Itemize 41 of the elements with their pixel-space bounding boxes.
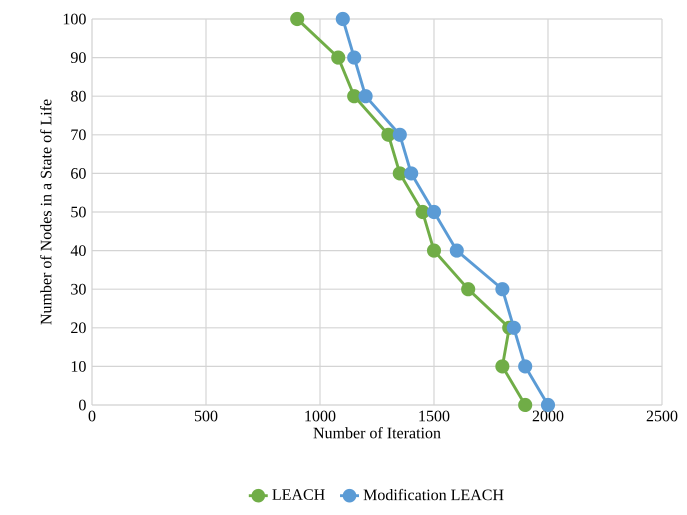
- point: [518, 398, 532, 412]
- point: [518, 359, 532, 374]
- legend-label: Modification LEACH: [364, 488, 504, 500]
- point: [426, 204, 442, 220]
- y-tick-label: 90: [70, 52, 86, 63]
- y-tick-label: 20: [71, 322, 86, 334]
- y-tick-label: 60: [71, 168, 86, 179]
- legend-label: LEACH: [272, 489, 325, 500]
- point: [450, 244, 464, 258]
- point: [331, 50, 346, 65]
- x-tick-label: 2500: [646, 410, 678, 422]
- point: [495, 359, 510, 374]
- y-tick-label: 70: [71, 129, 86, 140]
- point: [381, 128, 396, 142]
- x-axis-title: Number of Iteration: [313, 426, 441, 438]
- point: [347, 89, 362, 104]
- y-tick-label: 0: [79, 400, 86, 410]
- point: [426, 244, 442, 258]
- x-tick-label: 2000: [532, 410, 564, 422]
- y-tick-label: 40: [70, 245, 86, 256]
- point: [461, 282, 476, 296]
- y-tick-label: 10: [72, 360, 86, 372]
- point: [416, 204, 430, 220]
- y-tick-label: 100: [64, 14, 86, 24]
- point: [392, 166, 407, 180]
- x-tick-label: 1000: [305, 410, 336, 422]
- point: [358, 89, 373, 104]
- x-tick-label: 500: [194, 410, 218, 422]
- point: [495, 282, 510, 296]
- point: [404, 166, 418, 180]
- point: [336, 12, 350, 26]
- point: [290, 12, 304, 26]
- point: [506, 320, 521, 335]
- x-tick-label: 1500: [419, 410, 450, 422]
- y-tick-label: 80: [71, 90, 86, 102]
- y-tick-label: 30: [71, 284, 86, 295]
- point: [392, 128, 407, 142]
- y-axis-title: Number of Nodes in a State of Life: [40, 99, 52, 325]
- y-tick-label: 50: [71, 206, 86, 218]
- x-tick-label: 0: [88, 410, 96, 422]
- point: [347, 50, 362, 65]
